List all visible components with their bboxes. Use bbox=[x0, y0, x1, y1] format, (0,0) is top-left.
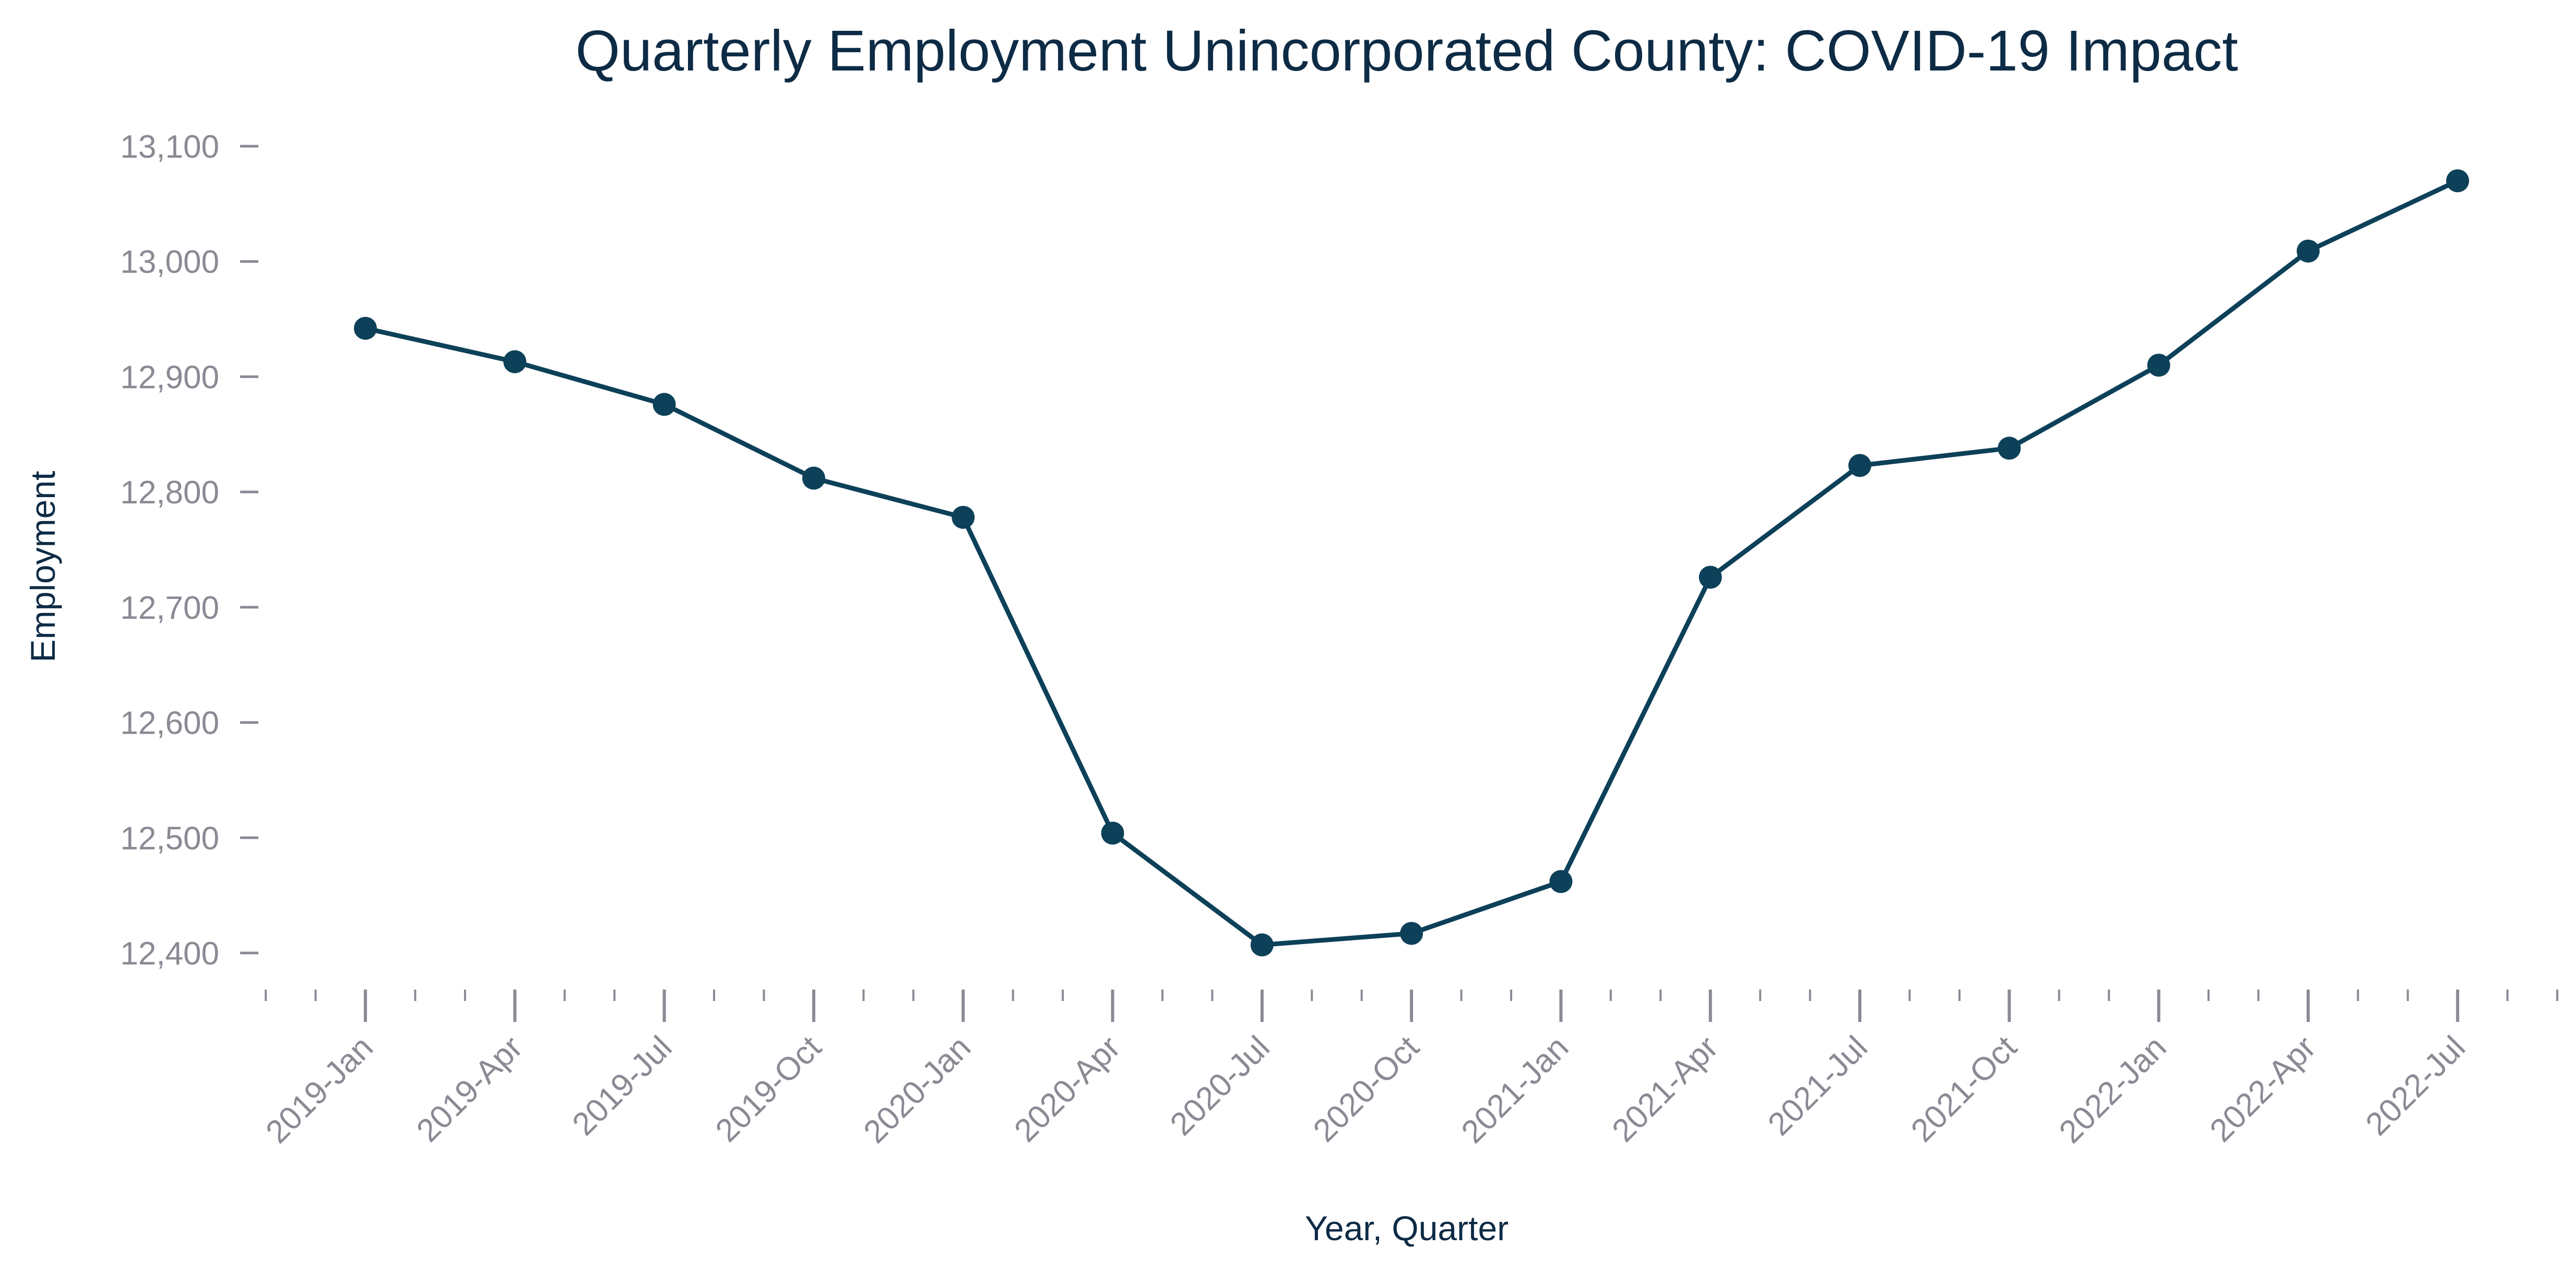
data-point bbox=[1848, 454, 1871, 477]
x-tick-label: 2019-Oct bbox=[709, 1029, 828, 1149]
data-point bbox=[952, 505, 975, 529]
y-axis-title: Employment bbox=[23, 471, 62, 663]
y-tick-label: 12,400 bbox=[120, 936, 219, 972]
x-axis-title: Year, Quarter bbox=[1305, 1209, 1509, 1248]
data-point bbox=[503, 350, 527, 373]
y-axis: 12,400 12,500 12,600 12,700 12,800 12,900 13,0… bbox=[120, 129, 258, 972]
data-point bbox=[802, 466, 825, 490]
x-tick-label: 2022-Jul bbox=[2359, 1029, 2472, 1143]
x-axis: 2019-Jan 2019-Apr 2019-Jul 2019-Oct 2020-Jan… bbox=[259, 990, 2559, 1150]
y-tick-label: 13,100 bbox=[120, 129, 219, 165]
chart-title: Quarterly Employment Unincorporated Coun… bbox=[575, 19, 2238, 83]
y-tick-label: 12,700 bbox=[120, 590, 219, 626]
series-line bbox=[365, 179, 2459, 947]
data-points bbox=[354, 169, 2470, 957]
data-point bbox=[652, 393, 676, 416]
data-point bbox=[1998, 437, 2021, 460]
x-tick-label: 2019-Apr bbox=[410, 1029, 529, 1149]
data-point bbox=[1101, 821, 1124, 845]
data-point bbox=[1400, 922, 1423, 945]
data-point bbox=[2446, 169, 2470, 193]
data-point bbox=[1699, 566, 1722, 589]
x-tick-label: 2020-Jan bbox=[857, 1029, 978, 1150]
x-tick-label: 2021-Oct bbox=[1904, 1029, 2024, 1149]
x-tick-label: 2021-Apr bbox=[1605, 1029, 1725, 1149]
x-tick-label: 2021-Jul bbox=[1761, 1029, 1874, 1143]
x-tick-label: 2020-Oct bbox=[1307, 1029, 1426, 1149]
y-tick-label: 12,600 bbox=[120, 705, 219, 742]
y-tick-label: 13,000 bbox=[120, 244, 219, 280]
data-point bbox=[1250, 933, 1274, 957]
x-tick-label: 2022-Apr bbox=[2203, 1029, 2323, 1149]
x-tick-label: 2021-Jan bbox=[1455, 1029, 1576, 1150]
data-point bbox=[354, 316, 377, 340]
x-tick-label: 2020-Apr bbox=[1007, 1029, 1127, 1149]
x-tick-label: 2019-Jul bbox=[566, 1029, 679, 1143]
data-point bbox=[1549, 870, 1573, 893]
y-tick-label: 12,500 bbox=[120, 820, 219, 856]
x-tick-label: 2022-Jan bbox=[2052, 1029, 2174, 1150]
x-tick-label: 2019-Jan bbox=[259, 1029, 380, 1150]
x-tick-label: 2020-Jul bbox=[1164, 1029, 1277, 1143]
data-point bbox=[2296, 239, 2320, 263]
y-tick-label: 12,900 bbox=[120, 359, 219, 395]
y-tick-label: 12,800 bbox=[120, 475, 219, 511]
data-point bbox=[2147, 354, 2170, 377]
